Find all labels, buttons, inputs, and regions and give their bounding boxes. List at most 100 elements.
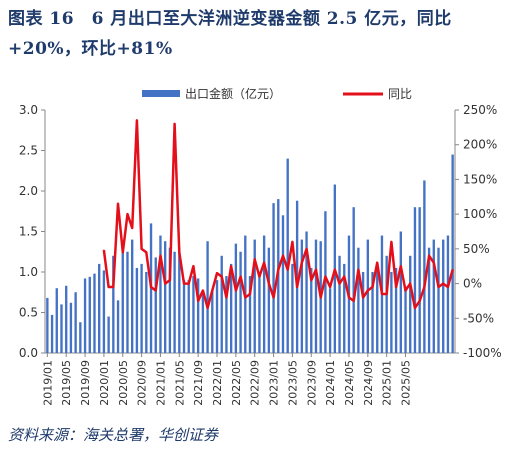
bar <box>239 251 242 353</box>
bar <box>83 278 87 353</box>
yoy-point <box>371 286 374 288</box>
yoy-point <box>173 123 176 125</box>
x-tick-label: 2019/01 <box>41 360 54 406</box>
x-tick-label: 2024/05 <box>343 360 356 406</box>
yoy-point <box>178 251 181 254</box>
x-tick-label: 2023/09 <box>305 360 318 406</box>
y-right-tick-label: 50% <box>463 242 490 256</box>
yoy-point <box>164 282 166 285</box>
y-left-tick-label: 1.0 <box>19 265 38 279</box>
yoy-point <box>418 300 421 302</box>
yoy-point <box>395 286 397 288</box>
bar <box>310 267 313 353</box>
yoy-point <box>183 282 185 285</box>
bar <box>79 322 82 353</box>
yoy-point <box>385 293 388 295</box>
x-tick-label: 2022/05 <box>230 360 243 406</box>
bar <box>220 255 223 353</box>
y-left-tick-label: 2.5 <box>19 144 38 158</box>
bar <box>451 154 454 353</box>
title-line-1: 图表 16 6 月出口至大洋洲逆变器金额 2.5 亿元，同比 <box>8 9 452 29</box>
yoy-point <box>244 296 247 299</box>
bar <box>229 263 233 353</box>
yoy-point <box>324 275 327 278</box>
bar <box>168 247 172 353</box>
bar <box>93 273 96 353</box>
bar <box>376 267 379 353</box>
yoy-point <box>159 255 162 257</box>
x-tick-label: 2022/01 <box>211 360 224 406</box>
yoy-point <box>136 119 138 122</box>
bar <box>361 272 365 353</box>
bar <box>404 286 407 353</box>
bar <box>116 300 120 353</box>
bar <box>112 255 115 353</box>
x-tick-label: 2023/05 <box>286 360 299 406</box>
yoy-point <box>404 289 407 292</box>
bar <box>418 207 421 353</box>
source-note: 资料来源：海关总署，华创证券 <box>8 426 219 444</box>
y-right-tick-label: 200% <box>463 138 497 152</box>
bar <box>248 276 252 353</box>
yoy-point <box>362 296 364 299</box>
y-right-tick-label: 150% <box>463 172 497 186</box>
bar <box>300 239 304 353</box>
bar <box>394 267 398 353</box>
bar <box>442 239 445 353</box>
yoy-point <box>376 261 379 264</box>
x-tick-label: 2020/01 <box>98 360 111 406</box>
bar <box>102 270 106 353</box>
yoy-point <box>258 275 261 278</box>
x-tick-label: 2021/09 <box>192 360 205 406</box>
bar <box>446 235 450 353</box>
bar <box>253 239 256 353</box>
bar <box>352 207 355 353</box>
y-left-tick-label: 0.0 <box>19 346 38 360</box>
chart-title: 图表 16 6 月出口至大洋洲逆变器金额 2.5 亿元，同比 +20%，环比+8… <box>8 4 516 64</box>
yoy-point <box>239 275 242 278</box>
yoy-point <box>192 265 195 268</box>
bar <box>121 243 124 353</box>
bar <box>163 241 167 353</box>
bar <box>338 255 341 353</box>
legend-bar-label: 出口金额（亿元） <box>185 86 281 101</box>
y-left-tick-label: 1.5 <box>19 225 38 239</box>
y-left-tick-label: 0.5 <box>19 306 38 320</box>
title-line-2: +20%，环比+81% <box>8 39 173 59</box>
bar <box>178 247 181 353</box>
bar <box>145 272 148 353</box>
bar <box>385 255 388 353</box>
yoy-point <box>272 296 275 299</box>
bar <box>343 263 346 353</box>
bar <box>154 257 157 353</box>
bar <box>409 255 412 353</box>
yoy-point <box>334 268 336 271</box>
yoy-point <box>310 279 313 281</box>
x-tick-label: 2024/01 <box>324 360 337 406</box>
bar <box>65 285 68 353</box>
bar <box>390 272 393 353</box>
bar <box>187 280 190 353</box>
x-tick-label: 2019/09 <box>79 360 92 406</box>
yoy-point <box>296 286 298 288</box>
legend-bar-swatch <box>142 90 180 97</box>
yoy-point <box>305 248 308 250</box>
yoy-point <box>437 286 440 288</box>
bar <box>357 247 360 353</box>
x-tick-label: 2025/01 <box>381 360 394 406</box>
yoy-point <box>253 258 256 261</box>
bar <box>305 231 308 353</box>
x-tick-label: 2021/05 <box>173 360 186 406</box>
x-tick-label: 2025/05 <box>400 360 413 406</box>
yoy-point <box>126 213 129 215</box>
yoy-point <box>112 286 115 288</box>
yoy-point <box>140 248 143 250</box>
yoy-point <box>216 272 218 274</box>
y-right-tick-label: 0% <box>463 277 482 291</box>
bar <box>182 280 186 353</box>
yoy-point <box>154 289 157 292</box>
bar <box>423 180 426 353</box>
bar <box>314 239 318 353</box>
yoy-point <box>117 202 119 205</box>
yoy-point <box>423 286 426 288</box>
